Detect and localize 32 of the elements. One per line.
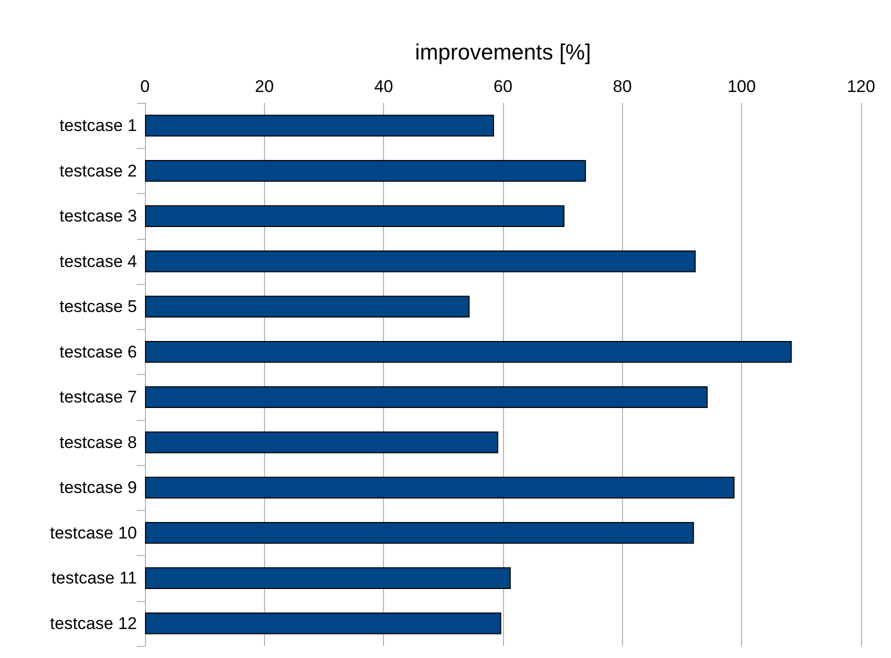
y-tick-label: testcase 12 bbox=[50, 614, 137, 633]
y-tick-label: testcase 3 bbox=[60, 206, 137, 226]
bar bbox=[145, 160, 586, 182]
x-axis-title: improvements [%] bbox=[414, 40, 592, 64]
y-tick-label: testcase 2 bbox=[60, 161, 137, 180]
x-tick-label: 40 bbox=[374, 77, 394, 96]
x-tick-label: 80 bbox=[612, 77, 632, 96]
x-tick-label: 100 bbox=[727, 77, 756, 96]
bar bbox=[145, 386, 708, 408]
y-tick-label: testcase 11 bbox=[51, 568, 137, 588]
x-tick-label: 20 bbox=[254, 77, 274, 96]
bar bbox=[145, 205, 564, 227]
y-tick-label: testcase 7 bbox=[60, 388, 137, 407]
y-tick-label: testcase 6 bbox=[60, 342, 137, 362]
bar bbox=[145, 522, 694, 544]
bar bbox=[145, 567, 511, 589]
bar bbox=[145, 250, 696, 272]
y-tick-label: testcase 4 bbox=[60, 252, 137, 271]
y-tick-label: testcase 10 bbox=[50, 523, 137, 542]
x-tick-label: 60 bbox=[494, 77, 512, 96]
y-tick-label: testcase 1 bbox=[60, 116, 137, 136]
x-tick-label: 120 bbox=[846, 77, 876, 96]
bar bbox=[145, 341, 792, 363]
y-tick-label: testcase 8 bbox=[60, 432, 137, 452]
y-tick-label: testcase 5 bbox=[60, 297, 137, 316]
bar bbox=[145, 114, 494, 136]
bar bbox=[145, 476, 735, 498]
bar bbox=[145, 296, 470, 318]
y-tick-label: testcase 9 bbox=[60, 478, 137, 498]
bar bbox=[145, 612, 502, 634]
bar bbox=[145, 432, 498, 454]
x-tick-label: 0 bbox=[140, 77, 150, 96]
